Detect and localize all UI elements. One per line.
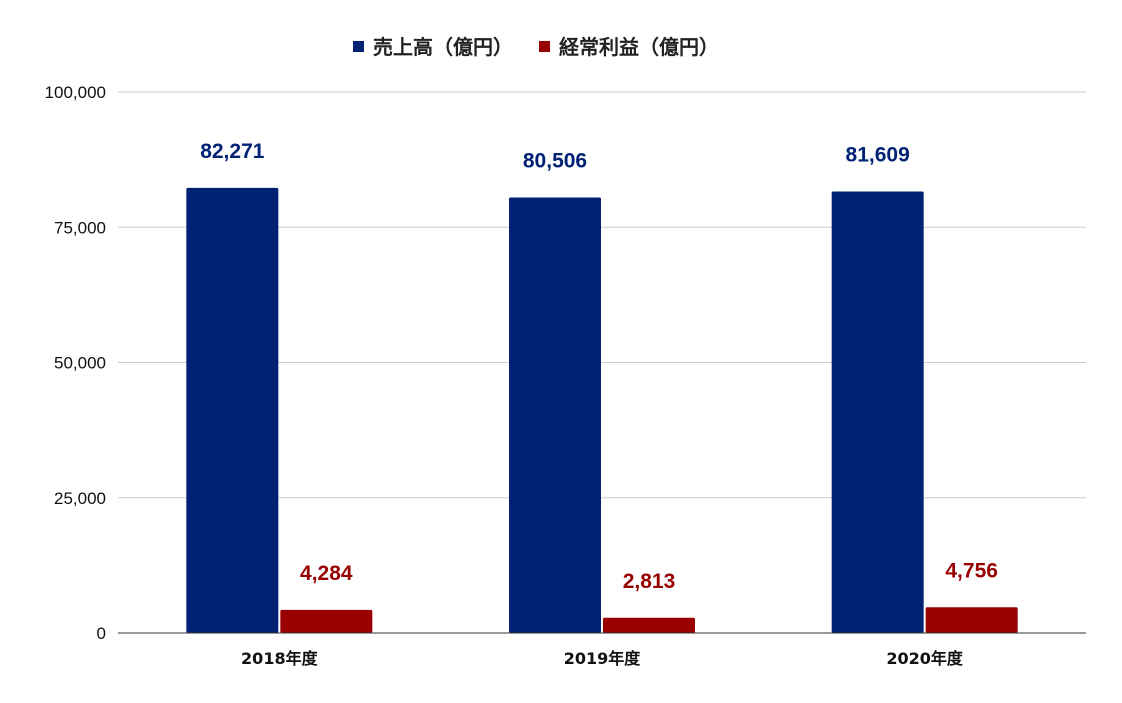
gridlines [118,91,1086,499]
y-tick-label: 75,000 [54,218,106,237]
bar-profit-2018年度 [280,609,373,633]
data-label-profit-2020年度: 4,756 [945,559,998,582]
x-axis: 2018年度 2019年度 2020年度 [118,632,1086,668]
y-tick-label: 100,000 [45,83,106,102]
data-label-sales-2018年度: 82,271 [200,140,265,163]
data-label-sales-2020年度: 81,609 [846,143,910,166]
bar-profit-2019年度 [603,617,695,633]
y-tick-label: 25,000 [54,489,106,508]
x-tick-label: 2018年度 [241,649,319,668]
bar-sales-2019年度 [509,197,601,634]
legend-swatch-1 [353,41,364,52]
legend-label-1: 売上高（億円） [373,35,513,59]
bar-sales-2018年度 [186,187,279,634]
bar-sales-2020年度 [831,191,924,634]
legend: 売上高（億円） 経常利益（億円） [353,35,719,59]
legend-swatch-2 [539,41,550,52]
x-tick-label: 2020年度 [886,649,964,668]
data-label-sales-2019年度: 80,506 [523,149,587,172]
bars [186,187,1018,634]
legend-label-2: 経常利益（億円） [559,35,719,59]
bar-profit-2020年度 [925,607,1018,633]
data-label-profit-2019年度: 2,813 [623,570,676,593]
y-tick-label: 50,000 [54,354,106,373]
data-label-profit-2018年度: 4,284 [300,562,353,585]
y-tick-label: 0 [97,624,106,643]
y-axis: 0 25,000 50,000 75,000 100,000 [45,83,106,643]
x-tick-label: 2019年度 [564,649,642,668]
data-labels: 82,271 4,284 80,506 2,813 81,609 4,756 [200,140,998,593]
